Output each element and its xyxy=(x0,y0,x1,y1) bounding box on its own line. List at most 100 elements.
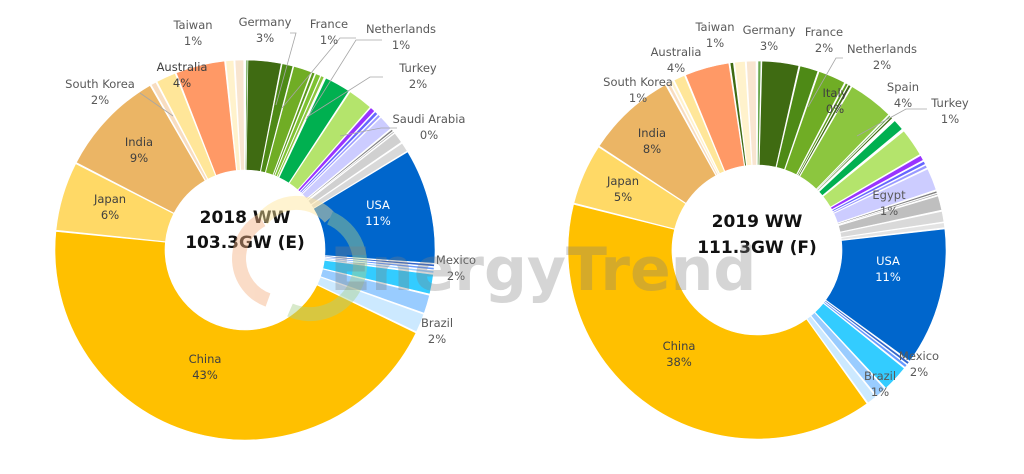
data-label-turkey: Turkey 2% xyxy=(398,61,437,91)
donut-chart-2018: Taiwan 1% Germany 3% France 1% Netherlands 1% Tu… xyxy=(54,15,476,441)
slice-other xyxy=(324,255,435,267)
data-label-usa: USA 11% xyxy=(875,254,901,284)
slice-brazil xyxy=(316,276,425,333)
slice-taiwan xyxy=(734,61,752,166)
slice-mexico xyxy=(814,302,905,389)
data-label-mexico: Mexico 2% xyxy=(436,253,476,283)
slice-france xyxy=(265,66,312,176)
slice-australia xyxy=(175,60,237,176)
slice-other xyxy=(776,65,819,170)
slice-netherlands xyxy=(276,75,325,178)
data-label-usa: USA 11% xyxy=(365,198,391,228)
slice-other xyxy=(299,111,379,194)
data-label-australia: Australia 4% xyxy=(157,60,208,90)
data-label-mexico: Mexico 2% xyxy=(899,349,939,379)
slice-other xyxy=(669,80,720,175)
center-label-total-2018: 103.3GW (E) xyxy=(185,233,305,253)
slice-turkey xyxy=(288,91,371,191)
leader-line xyxy=(807,57,843,108)
slice-germany xyxy=(758,60,800,168)
leader-line xyxy=(281,37,356,109)
slice-other xyxy=(831,160,926,212)
data-label-brazil: Brazil 1% xyxy=(864,369,896,399)
center-label-year-2019: 2019 WW xyxy=(712,212,803,232)
slice-spain xyxy=(818,120,903,197)
slice-other xyxy=(278,77,350,184)
data-label-brazil: Brazil 2% xyxy=(421,316,453,346)
slice-other xyxy=(797,84,852,177)
slice-india xyxy=(75,85,206,214)
donut-chart-2019: Taiwan 1% Germany 3% France 2% Netherlands 2% Sp… xyxy=(567,20,969,440)
slice-germany xyxy=(245,59,282,172)
donut-slices-2018 xyxy=(54,59,436,441)
slice-other xyxy=(833,168,937,224)
slice-australia xyxy=(685,62,745,172)
slice-usa xyxy=(313,151,436,264)
data-label-india: India 9% xyxy=(125,135,153,165)
data-label-south-korea: South Korea 2% xyxy=(65,77,135,107)
donut-slices-2019 xyxy=(567,60,947,440)
data-label-spain: Spain 4% xyxy=(887,80,919,110)
slice-japan xyxy=(573,146,687,230)
data-labels-2018: Taiwan 1% Germany 3% France 1% Netherlands 1% Tu… xyxy=(65,15,476,382)
center-label-total-2019: 111.3GW (F) xyxy=(697,238,817,258)
data-label-taiwan: Taiwan 1% xyxy=(694,20,734,50)
leader-line xyxy=(275,32,297,106)
slice-other xyxy=(301,116,392,200)
data-label-netherlands: Netherlands 1% xyxy=(366,22,436,52)
slice-china xyxy=(567,203,868,440)
leader-line xyxy=(139,92,174,117)
leader-line xyxy=(305,39,382,121)
data-label-germany: Germany 3% xyxy=(743,23,796,53)
leader-lines-2018 xyxy=(139,32,397,137)
slice-other xyxy=(796,82,849,176)
leader-line xyxy=(856,108,927,137)
data-label-italy: Italy 0% xyxy=(823,86,848,116)
data-label-france: France 1% xyxy=(310,17,348,47)
slice-mexico xyxy=(322,259,434,295)
slice-other xyxy=(757,60,762,166)
data-label-china: China 38% xyxy=(663,339,696,369)
slice-france xyxy=(784,71,845,176)
slice-other xyxy=(324,258,435,274)
center-label-year-2018: 2018 WW xyxy=(200,208,291,228)
watermark-text: EnergyTrend xyxy=(330,235,756,305)
slice-other xyxy=(300,114,381,195)
energytrend-logo-icon xyxy=(232,195,368,322)
slice-other xyxy=(310,142,408,209)
slice-taiwan xyxy=(234,59,245,171)
slice-india xyxy=(598,84,717,204)
slice-other xyxy=(320,268,430,314)
slice-other xyxy=(823,301,908,368)
data-label-germany: Germany 3% xyxy=(239,15,292,45)
data-label-south-korea: South Korea 1% xyxy=(603,75,673,105)
slice-brazil xyxy=(806,315,877,404)
leader-lines-2019 xyxy=(807,57,927,137)
slice-other xyxy=(837,193,939,226)
slice-other xyxy=(839,210,945,238)
data-label-france: France 2% xyxy=(805,25,843,55)
slice-china xyxy=(54,231,417,441)
data-label-japan: Japan 6% xyxy=(93,192,126,222)
energytrend-watermark: EnergyTrend xyxy=(232,195,756,322)
slice-other xyxy=(297,107,376,192)
slice-japan xyxy=(55,163,175,242)
slice-egypt xyxy=(838,195,943,233)
slice-other xyxy=(729,62,747,167)
leader-line xyxy=(306,76,383,118)
slice-other xyxy=(225,60,241,171)
slice-other xyxy=(673,75,725,175)
slice-other xyxy=(150,81,208,181)
slice-other xyxy=(810,312,886,397)
data-label-india: India 8% xyxy=(638,126,666,156)
slice-other xyxy=(324,257,435,271)
data-label-australia: Australia 4% xyxy=(651,45,702,75)
slice-other xyxy=(832,164,928,214)
slice-usa xyxy=(825,228,947,362)
slice-other xyxy=(830,155,924,210)
slice-other xyxy=(824,300,910,365)
data-label-saudi-arabia: Saudi Arabia 0% xyxy=(393,112,466,142)
data-label-taiwan: Taiwan 1% xyxy=(172,18,212,48)
data-label-turkey: Turkey 1% xyxy=(930,96,969,126)
